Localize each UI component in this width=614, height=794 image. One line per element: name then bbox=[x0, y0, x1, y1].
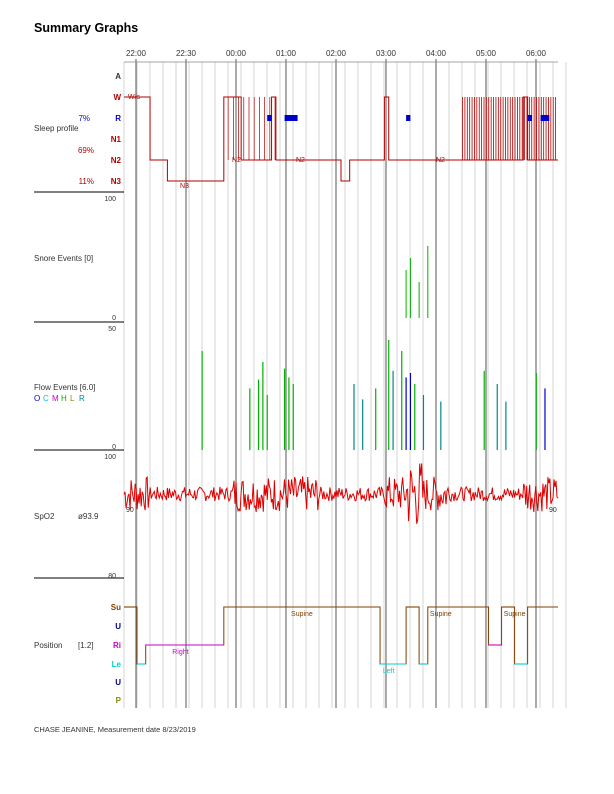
sleep-annotation: N2 bbox=[296, 157, 305, 164]
sleep-annotation: N2 bbox=[436, 157, 445, 164]
position-label: Position bbox=[34, 641, 62, 650]
time-tick-label: 05:00 bbox=[476, 49, 497, 58]
position-level-label: P bbox=[116, 696, 122, 705]
flow-legend-item: R bbox=[79, 394, 85, 403]
spo2-label: SpO2 bbox=[34, 512, 55, 521]
flow-ytick-bottom: 0 bbox=[112, 444, 116, 451]
rem-block bbox=[527, 115, 532, 121]
flow-legend-item: O bbox=[34, 394, 40, 403]
time-tick-label: 01:00 bbox=[276, 49, 297, 58]
stage-label-n1: N1 bbox=[111, 135, 122, 144]
sleep-annotation: N3 bbox=[180, 183, 189, 190]
sleep-annotation: W/s bbox=[128, 94, 141, 101]
spo2-line bbox=[123, 463, 559, 524]
flow-legend-item: H bbox=[61, 394, 67, 403]
time-tick-label: 03:00 bbox=[376, 49, 397, 58]
position-line bbox=[124, 606, 558, 665]
sleep-profile-label: Sleep profile bbox=[34, 124, 79, 133]
stage-label-a: A bbox=[115, 72, 121, 81]
flow-legend-item: M bbox=[52, 394, 59, 403]
n1-percent: 69% bbox=[78, 146, 94, 155]
flow-legend-item: C bbox=[43, 394, 49, 403]
stage-label-n2: N2 bbox=[111, 156, 122, 165]
page-title: Summary Graphs bbox=[34, 21, 139, 35]
time-tick-label: 22:30 bbox=[176, 49, 197, 58]
position-annotation: Supine bbox=[504, 611, 526, 618]
rem-block bbox=[284, 115, 298, 121]
position-annotation: Left bbox=[383, 668, 395, 675]
position-level-label: U bbox=[115, 678, 121, 687]
rem-percent: 7% bbox=[78, 114, 90, 123]
rem-block bbox=[540, 115, 550, 121]
stage-label-n3: N3 bbox=[111, 177, 122, 186]
position-annotation: Supine bbox=[291, 611, 313, 618]
flow-legend-item: L bbox=[70, 394, 75, 403]
flow-ytick-top: 50 bbox=[108, 326, 116, 333]
spo2-mid-label-right: 90 bbox=[549, 507, 557, 514]
stage-label-r: R bbox=[115, 114, 121, 123]
footer-text: CHASE JEANINE, Measurement date 8/23/201… bbox=[34, 725, 196, 734]
time-tick-label: 02:00 bbox=[326, 49, 347, 58]
time-tick-label: 06:00 bbox=[526, 49, 547, 58]
stage-label-w: W bbox=[113, 93, 121, 102]
position-level-label: Ri bbox=[113, 641, 121, 650]
position-level-label: Su bbox=[111, 603, 121, 612]
rem-block bbox=[267, 115, 272, 121]
spo2-mid-label-left: 90 bbox=[126, 507, 134, 514]
spo2-ytick-top: 100 bbox=[104, 454, 116, 461]
position-annotation: Right bbox=[172, 649, 188, 656]
position-level-label: U bbox=[115, 622, 121, 631]
n3-percent: 11% bbox=[79, 177, 94, 186]
sleep-annotation: N2 bbox=[232, 157, 241, 164]
rem-block bbox=[406, 115, 411, 121]
time-tick-label: 22:00 bbox=[126, 49, 147, 58]
spo2-mean: ø93.9 bbox=[78, 512, 99, 521]
time-tick-label: 00:00 bbox=[226, 49, 247, 58]
snore-events-label: Snore Events [0] bbox=[34, 254, 93, 263]
time-tick-label: 04:00 bbox=[426, 49, 447, 58]
position-annotation: Supine bbox=[430, 611, 452, 618]
snore-ytick-bottom: 0 bbox=[112, 315, 116, 322]
snore-ytick-top: 100 bbox=[104, 196, 116, 203]
position-stat: [1.2] bbox=[78, 641, 94, 650]
spo2-ytick-bottom: 80 bbox=[108, 573, 116, 580]
flow-events-label: Flow Events [6.0] bbox=[34, 383, 95, 392]
position-level-label: Le bbox=[112, 660, 122, 669]
